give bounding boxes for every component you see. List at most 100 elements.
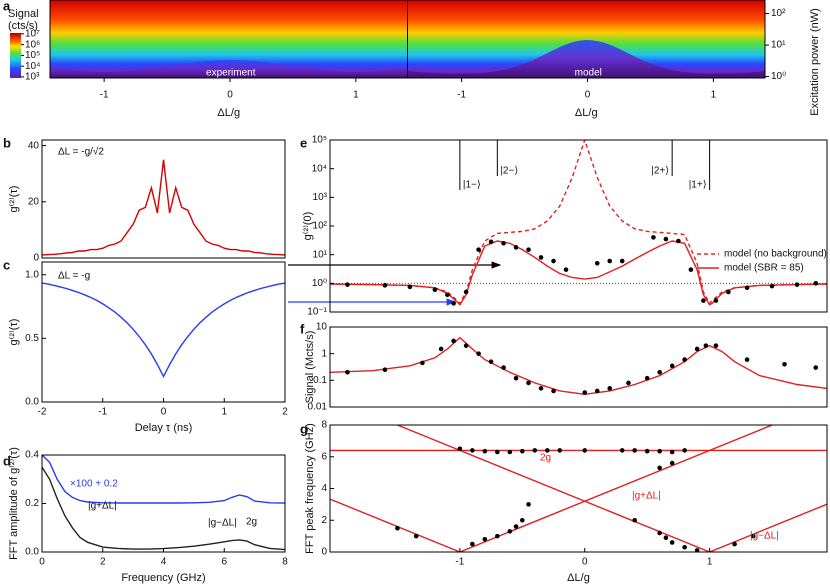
data-point — [703, 343, 709, 348]
x-tick-label: 0 — [161, 407, 167, 418]
x-axis-label: ΔL/g — [575, 107, 598, 119]
series-line — [42, 466, 285, 551]
data-point — [626, 380, 631, 386]
data-point — [794, 282, 800, 287]
colorbar-tick-label: 10⁶ — [25, 39, 40, 50]
data-point — [632, 517, 637, 523]
data-point — [551, 258, 556, 264]
data-point — [676, 238, 681, 244]
plot-frame — [41, 261, 286, 403]
data-point — [713, 298, 719, 303]
series-label: |g+ΔL| — [632, 491, 661, 502]
data-point — [532, 448, 538, 453]
heatmap-shading — [407, 40, 765, 78]
heatmap-shading — [50, 60, 408, 78]
x-tick-label: 0 — [227, 90, 233, 101]
y-tick-label: 10¹ — [771, 40, 786, 51]
data-point — [463, 289, 469, 295]
data-point — [345, 370, 350, 375]
y-tick-label: 10⁻¹ — [307, 307, 327, 318]
plot-frame — [41, 139, 286, 259]
y-tick-label: 0.2 — [25, 498, 39, 509]
panel-label: c — [3, 257, 10, 272]
data-point — [501, 365, 506, 370]
plot-area — [330, 336, 827, 396]
x-tick-label: 2 — [100, 557, 106, 568]
colorbar-title: Signal — [8, 8, 39, 20]
data-point — [513, 524, 519, 529]
data-point — [782, 361, 787, 367]
panel-label: b — [3, 135, 11, 150]
annotation: ΔL = -g — [58, 271, 90, 282]
heatmap-frame — [407, 0, 766, 79]
x-axis-label: Delay τ (ns) — [135, 422, 193, 434]
data-point — [694, 346, 700, 352]
y-tick-label: 10⁰ — [312, 278, 327, 289]
x-tick-label: 1 — [711, 90, 717, 101]
data-point — [619, 258, 625, 264]
x-axis-label: Frequency (GHz) — [121, 572, 205, 584]
y-tick-label: 6 — [321, 451, 327, 462]
data-point — [432, 287, 438, 292]
y-tick-label: 0.0 — [25, 547, 39, 558]
data-point — [657, 530, 662, 536]
plot-area — [330, 425, 827, 552]
legend-label: model (no background) — [724, 249, 827, 260]
annotation: ΔL = -g/√2 — [58, 146, 104, 158]
annotation: |g−ΔL| — [208, 518, 237, 529]
data-point — [507, 449, 513, 455]
data-point — [526, 380, 531, 386]
data-point — [751, 533, 756, 539]
data-point — [476, 247, 481, 252]
y-tick-label: 10³ — [313, 192, 328, 203]
heatmap-name: model — [575, 68, 602, 79]
x-tick-label: 0 — [585, 90, 591, 101]
data-point — [495, 449, 500, 455]
y-axis-label: FFT peak frequency (GHz) — [304, 423, 316, 554]
data-point — [582, 448, 588, 453]
state-label: |1−⟩ — [463, 180, 481, 191]
state-label: |1+⟩ — [689, 180, 707, 191]
y-tick-label: 0.5 — [25, 333, 39, 344]
x-tick-label: 1 — [221, 407, 227, 418]
panel-label: g — [300, 421, 308, 436]
series-line — [330, 240, 827, 306]
data-point — [520, 517, 525, 523]
x-tick-label: -1 — [457, 90, 466, 101]
y-tick-label: 10 — [316, 322, 328, 333]
x-axis-label: ΔL/g — [217, 107, 240, 119]
y-tick-label: 1 — [321, 348, 327, 359]
data-point — [657, 448, 662, 454]
y-tick-label: 0.01 — [308, 402, 328, 413]
series-line — [397, 425, 827, 552]
data-point — [607, 258, 613, 264]
y-tick-label: 0.1 — [313, 375, 327, 386]
data-point — [382, 283, 388, 288]
data-point — [445, 292, 450, 298]
x-tick-label: 1 — [707, 557, 713, 568]
x-tick-label: 8 — [282, 557, 288, 568]
y-axis-label: Signal (Mcts/s) — [304, 331, 316, 404]
data-point — [694, 548, 700, 552]
panel-label: f — [300, 321, 305, 336]
data-point — [657, 465, 662, 471]
plot-frame — [329, 326, 828, 408]
y-tick-label: 10⁰ — [771, 71, 786, 82]
data-point — [544, 448, 550, 453]
data-point — [594, 260, 600, 266]
data-point — [813, 365, 819, 370]
y-axis-label: FFT amplitude of g⁽²⁾(τ) — [8, 447, 20, 560]
data-point — [438, 346, 444, 352]
data-point — [470, 448, 475, 453]
data-point — [663, 236, 669, 242]
data-point — [463, 343, 469, 348]
data-point — [607, 386, 613, 391]
data-point — [526, 247, 531, 252]
y-tick-label: 4 — [321, 483, 327, 494]
data-point — [651, 235, 656, 240]
series-label: 2g — [540, 453, 551, 464]
data-point — [488, 239, 494, 245]
data-point — [663, 535, 669, 541]
annotation: ×100 + 0.2 — [70, 479, 118, 490]
series-line — [42, 282, 285, 379]
